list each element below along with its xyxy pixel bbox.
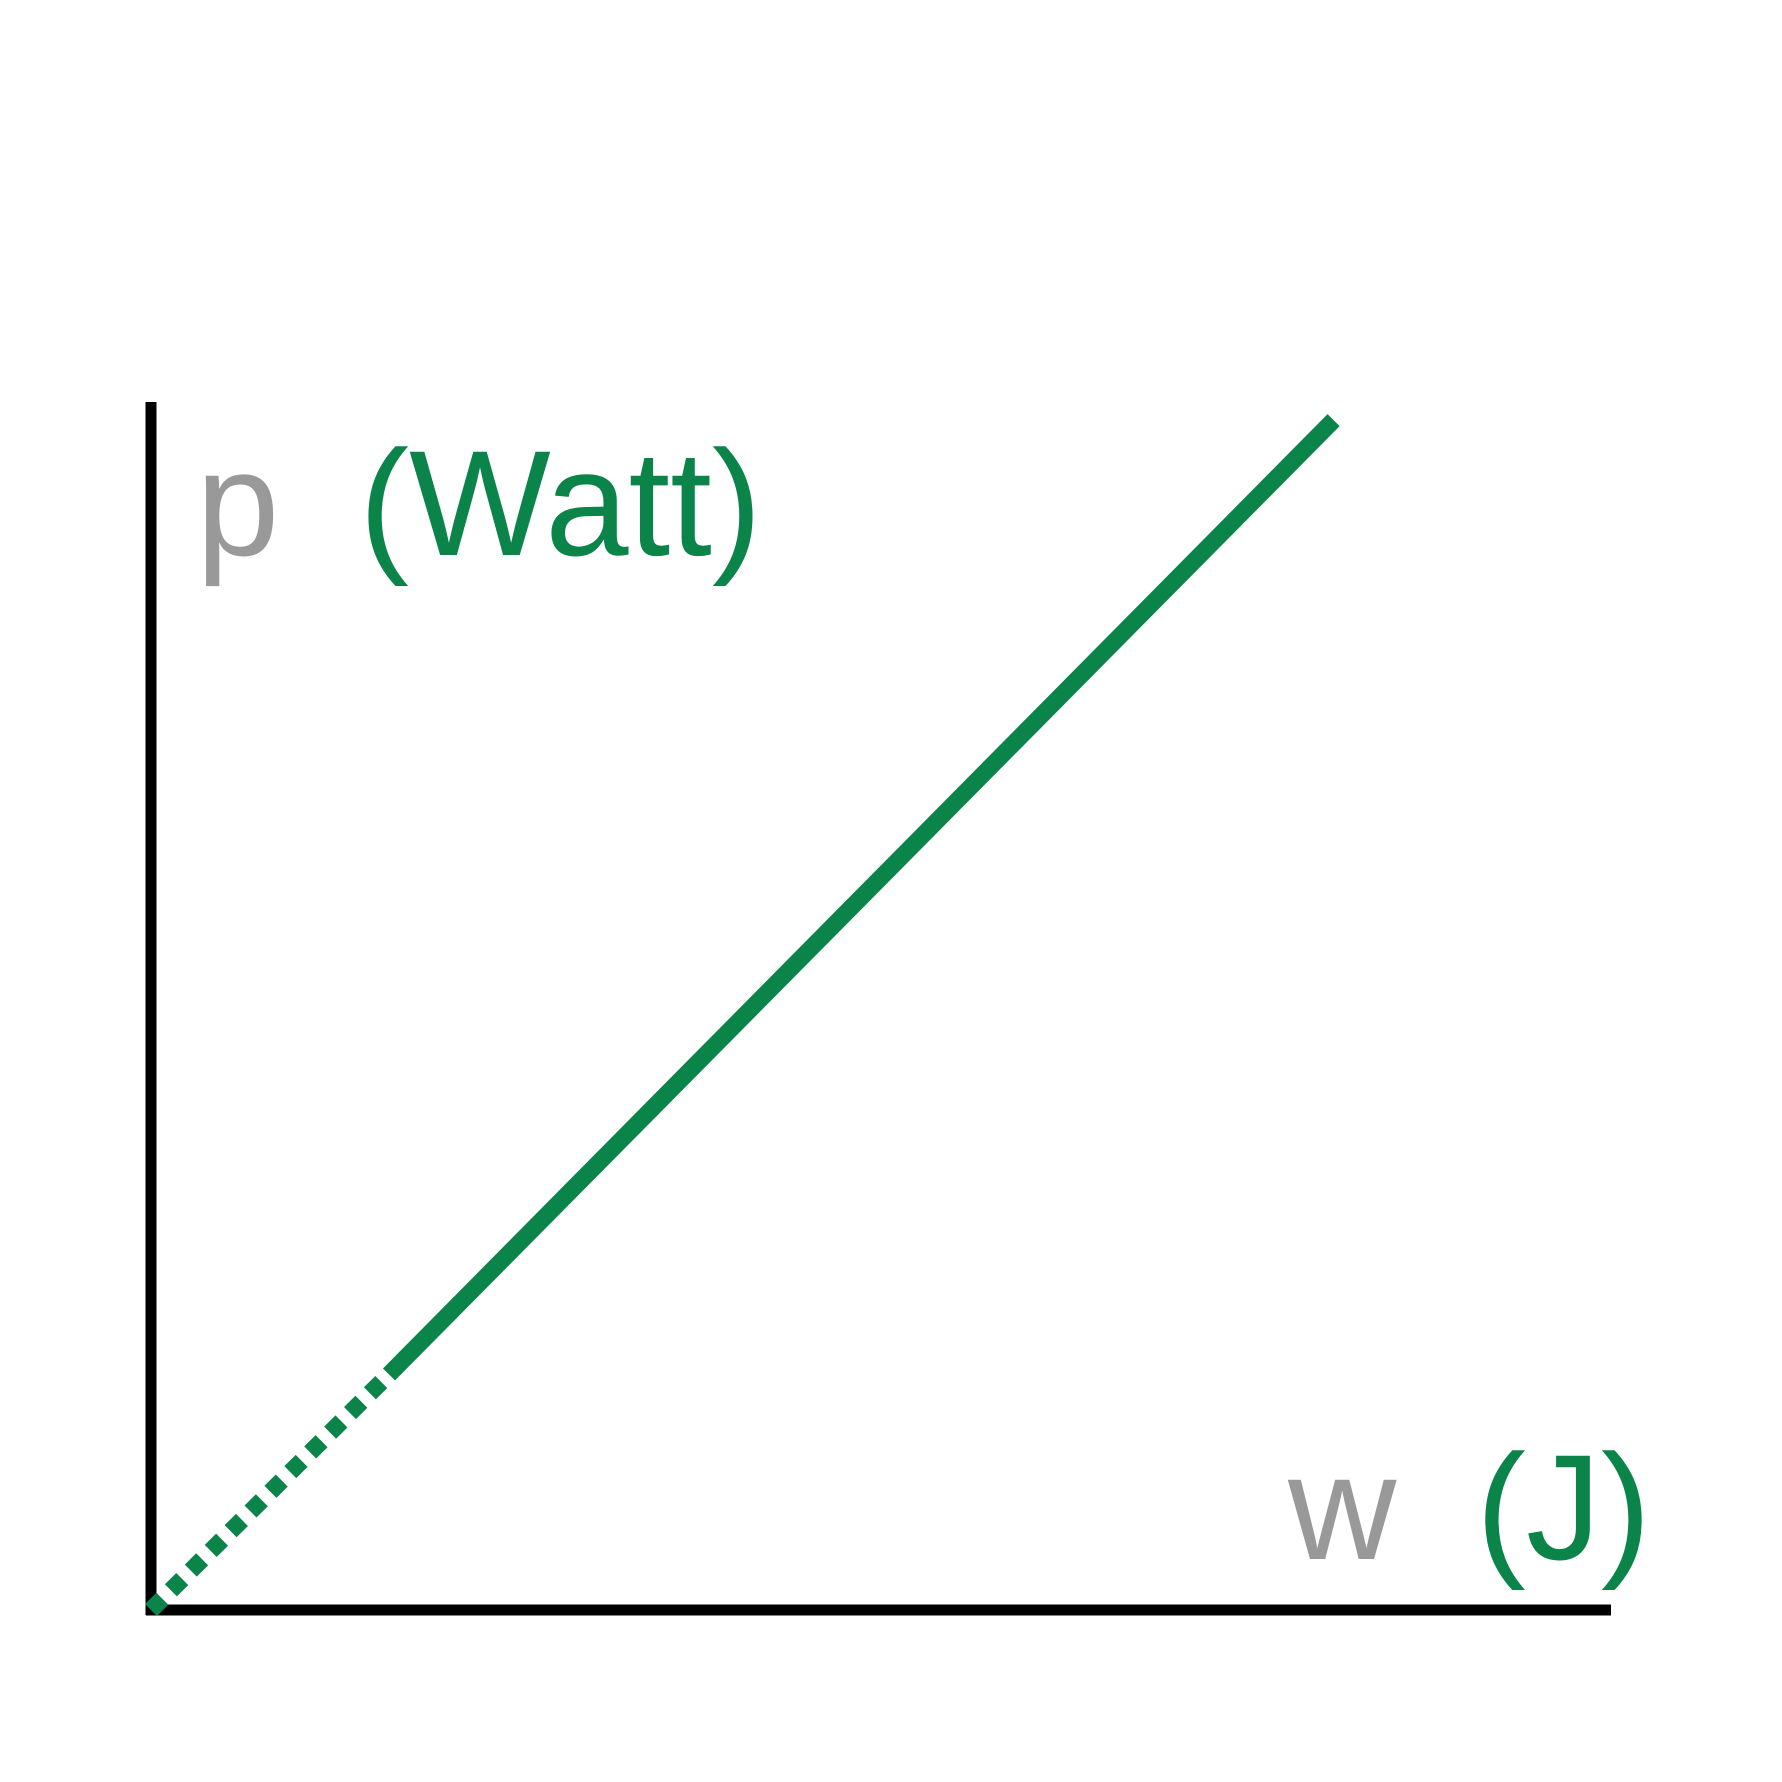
x-axis-label-variable: w (1287, 1423, 1397, 1591)
series-segment-dotted (145, 1368, 395, 1617)
series-layer (145, 414, 1340, 1617)
x-axis-label: w (J) (1287, 1423, 1651, 1591)
y-axis-label-variable: p (196, 419, 279, 587)
series-segment-solid (382, 414, 1340, 1381)
x-axis-label-unit: (J) (1476, 1423, 1651, 1591)
y-axis-label-unit: (Watt) (359, 419, 762, 587)
y-axis-label: p (Watt) (196, 419, 762, 587)
